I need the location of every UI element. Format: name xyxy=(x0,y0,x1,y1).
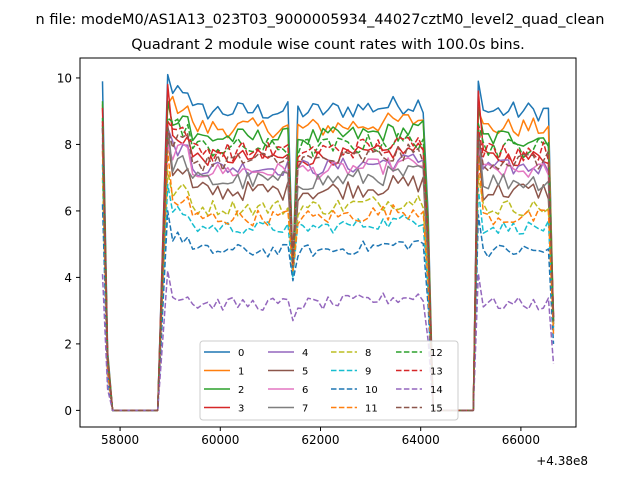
series-line-2 xyxy=(101,100,555,412)
axes-frame xyxy=(79,57,577,428)
legend-label-13: 13 xyxy=(430,367,443,378)
legend-box xyxy=(199,340,459,421)
legend-label-1: 1 xyxy=(238,367,244,378)
x-axis: 58000 60000 62000 64000 66000 xyxy=(101,427,540,447)
plot-area xyxy=(101,73,555,412)
legend-label-8: 8 xyxy=(365,348,371,359)
chart-title: Quadrant 2 module wise count rates with … xyxy=(131,37,525,53)
legend-label-10: 10 xyxy=(365,385,378,396)
legend-label-9: 9 xyxy=(365,367,371,378)
legend-label-12: 12 xyxy=(430,348,443,359)
figure-suptitle: n file: modeM0/AS1A13_023T03_9000005934_… xyxy=(36,12,605,28)
y-tick-label: 4 xyxy=(64,271,72,285)
legend-label-15: 15 xyxy=(430,404,443,415)
series-line-15 xyxy=(101,127,555,412)
legend-label-2: 2 xyxy=(238,385,244,396)
y-tick-label: 8 xyxy=(64,138,72,152)
legend-label-3: 3 xyxy=(238,404,244,415)
x-tick-label: 62000 xyxy=(301,433,339,447)
series-line-14 xyxy=(101,270,555,412)
y-tick-label: 10 xyxy=(57,71,72,85)
legend-label-14: 14 xyxy=(430,385,443,396)
series-line-11 xyxy=(101,150,555,412)
legend-label-6: 6 xyxy=(302,385,308,396)
x-tick-label: 60000 xyxy=(201,433,239,447)
series-line-9 xyxy=(101,164,555,412)
series-line-8 xyxy=(101,170,555,412)
legend-label-7: 7 xyxy=(302,404,308,415)
series-line-12 xyxy=(101,117,555,412)
y-tick-label: 0 xyxy=(64,404,72,418)
series-line-13 xyxy=(101,120,555,412)
x-offset-label: +4.38e8 xyxy=(536,454,588,468)
series-line-0 xyxy=(101,73,555,412)
legend-label-11: 11 xyxy=(365,404,378,415)
y-tick-label: 6 xyxy=(64,204,72,218)
legend-label-4: 4 xyxy=(302,348,308,359)
series-line-6 xyxy=(101,137,555,412)
legend-label-5: 5 xyxy=(302,367,308,378)
y-tick-label: 2 xyxy=(64,337,72,351)
x-tick-label: 64000 xyxy=(402,433,440,447)
y-axis: 0 2 4 6 8 10 xyxy=(57,71,80,418)
series-line-10 xyxy=(101,204,555,412)
x-tick-label: 58000 xyxy=(101,433,139,447)
legend-label-0: 0 xyxy=(238,348,244,359)
x-tick-label: 66000 xyxy=(502,433,540,447)
